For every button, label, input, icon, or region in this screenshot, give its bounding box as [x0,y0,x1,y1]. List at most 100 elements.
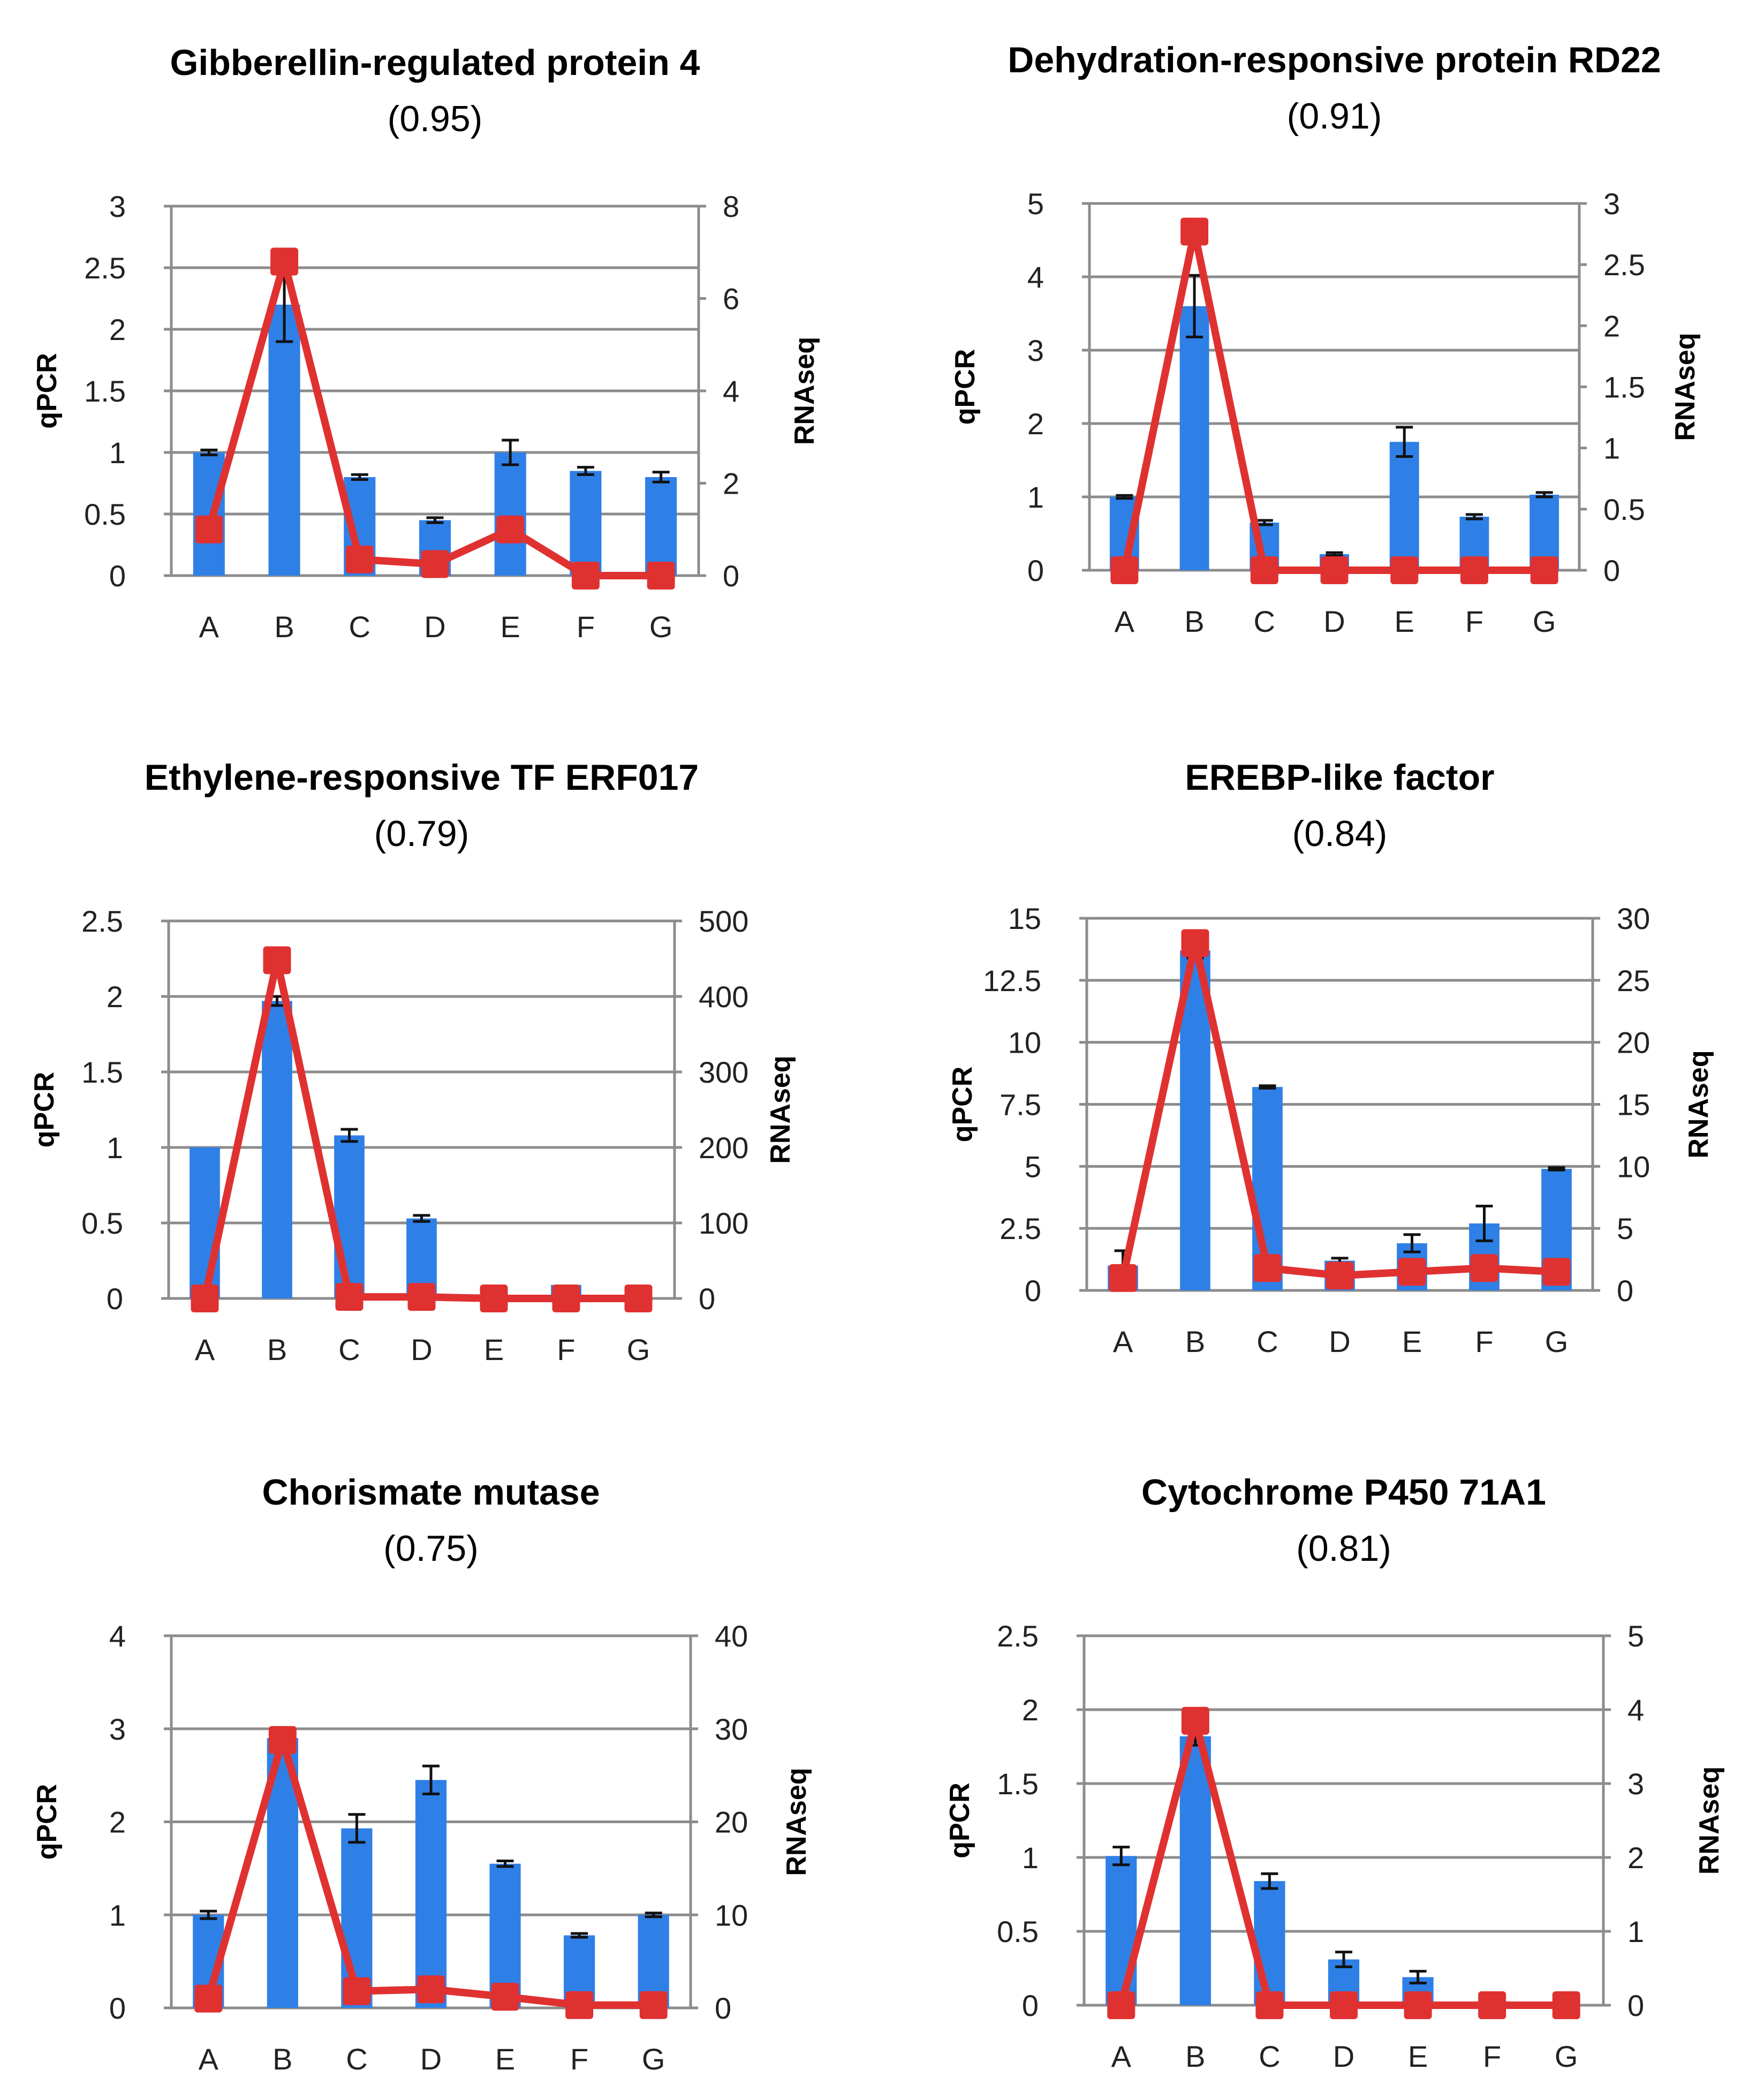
rnaseq-marker [1460,556,1488,584]
x-tick-label: G [627,1333,650,1366]
error-bar [577,466,594,476]
rnaseq-marker [270,247,299,276]
y-axis-label: qPCR [947,1067,978,1143]
rnaseq-marker [191,1285,219,1312]
x-tick-label: B [1184,605,1204,638]
y-tick-label: 1 [1027,480,1044,514]
y-axis-label: qPCR [29,1072,60,1148]
error-bar [502,439,519,466]
bar [494,452,526,576]
bar [193,452,225,576]
y2-tick-label: 0 [1627,1989,1644,2022]
x-tick-label: G [642,2042,665,2076]
x-tick-label: C [349,610,370,644]
bar [1179,306,1209,570]
y2-axis-label: RNAseq [789,337,820,445]
rnaseq-marker [1110,556,1139,584]
y2-axis-label: RNAseq [1683,1050,1714,1158]
y-tick-label: 1.5 [84,374,126,408]
x-tick-label: F [577,610,595,644]
error-bar [1475,1204,1493,1242]
error-bar [426,516,444,524]
y-tick-label: 0 [1025,1274,1041,1308]
y2-tick-label: 100 [699,1206,748,1240]
chart-subtitle: (0.75) [383,1528,479,1569]
x-tick-label: G [649,610,673,644]
y-axis-label: qPCR [32,353,63,429]
error-bar [351,473,368,481]
rnaseq-marker [417,1975,445,2004]
chart-title: EREBP-like factor [1185,757,1494,798]
rnaseq-marker [1180,217,1209,246]
x-tick-label: F [1475,1325,1493,1358]
rnaseq-marker [571,562,600,590]
y2-axis-label: RNAseq [1694,1766,1725,1875]
y2-tick-label: 3 [1627,1767,1644,1801]
x-tick-label: F [1483,2039,1501,2073]
bar [1389,442,1419,570]
x-tick-label: E [495,2042,515,2076]
y2-tick-label: 10 [715,1898,748,1932]
rnaseq-marker [1107,1991,1135,2019]
error-bar [200,448,218,457]
chart-subtitle: (0.84) [1292,813,1388,854]
x-tick-label: D [1329,1325,1350,1358]
y2-tick-label: 0 [715,1991,731,2025]
rnaseq-marker [1326,1261,1354,1290]
error-bar [200,1909,217,1920]
y2-tick-label: 20 [715,1806,748,1839]
x-tick-label: E [501,610,520,644]
y-tick-label: 1 [109,1898,126,1932]
x-tick-label: F [557,1333,575,1366]
y2-tick-label: 5 [1617,1212,1633,1245]
y2-tick-label: 1.5 [1603,371,1645,404]
rnaseq-marker [1470,1254,1498,1282]
chart-subtitle: (0.79) [374,813,470,854]
y-tick-label: 10 [1008,1026,1041,1060]
error-bar [1259,1084,1276,1090]
x-tick-label: F [570,2042,588,2076]
y2-tick-label: 300 [699,1055,748,1089]
chart-panel: Chorismate mutase(0.75)01234010203040qPC… [32,1472,812,2076]
x-tick-label: E [1395,605,1414,638]
y-tick-label: 7.5 [1000,1088,1041,1122]
y2-tick-label: 2 [1603,309,1620,343]
y-tick-label: 0.5 [81,1206,123,1240]
rnaseq-marker [1253,1254,1282,1282]
error-bar [1116,494,1133,500]
y-tick-label: 0 [1027,554,1044,587]
y-tick-label: 0 [1022,1989,1039,2022]
rnaseq-marker [1181,1706,1209,1735]
y-axis-label: qPCR [950,349,981,425]
rnaseq-marker [565,1991,594,2019]
y-tick-label: 15 [1008,902,1041,935]
y2-tick-label: 200 [699,1131,748,1165]
x-tick-label: B [274,610,294,644]
bar [268,305,300,576]
y2-tick-label: 0.5 [1603,493,1645,526]
y2-tick-label: 3 [1603,187,1620,221]
y2-tick-label: 0 [1603,554,1620,587]
y-tick-label: 0 [109,1991,126,2025]
y-axis-label: qPCR [32,1784,63,1860]
y-tick-label: 1.5 [81,1055,123,1089]
y-tick-label: 1 [1022,1841,1039,1875]
x-tick-label: C [1256,1325,1278,1358]
x-tick-label: D [420,2042,442,2076]
rnaseq-marker [1109,1264,1137,1292]
y2-tick-label: 0 [723,559,739,593]
x-tick-label: G [1555,2039,1578,2073]
chart-panel: Gibberellin-regulated protein 4 (0.95) 0 0.… [32,42,820,644]
chart-subtitle: (0.81) [1296,1528,1391,1569]
rnaseq-marker [345,545,374,573]
x-tick-label: B [1185,2039,1205,2073]
y-tick-label: 2.5 [81,904,123,938]
x-tick-label: C [338,1333,360,1366]
y2-tick-label: 4 [1627,1693,1644,1727]
bar [190,1147,220,1298]
chart-title: Cytochrome P450 71A1 [1141,1472,1546,1513]
x-tick-label: D [411,1333,432,1366]
error-bar [1548,1166,1565,1172]
y2-tick-label: 2 [1627,1841,1644,1875]
chart-title: Gibberellin-regulated protein 4 [170,42,700,83]
